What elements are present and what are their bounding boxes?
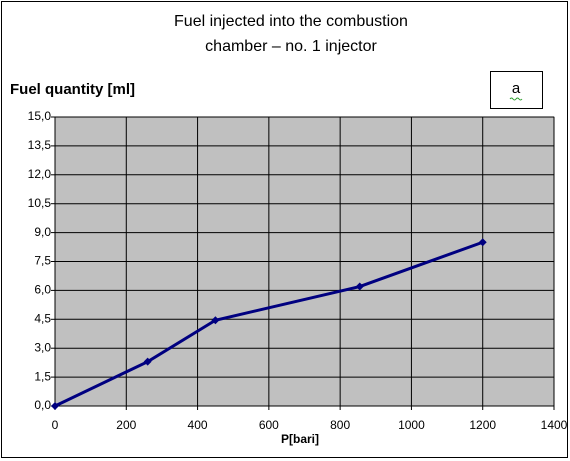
x-tick-label: 1000 [398, 418, 425, 432]
data-point [211, 316, 220, 325]
x-axis-title: P[bari] [281, 432, 319, 446]
spell-underline [509, 97, 523, 101]
y-tick-label: 7,5 [34, 254, 51, 268]
y-tick-label: 6,0 [34, 283, 51, 297]
annotation-box [490, 71, 543, 109]
y-tick-label: 10,5 [28, 196, 52, 210]
data-point [355, 282, 364, 291]
y-tick-label: 15,0 [28, 109, 52, 123]
x-tick-label: 200 [116, 418, 136, 432]
x-tick-label: 800 [330, 418, 350, 432]
y-tick-label: 12,0 [28, 167, 52, 181]
x-tick-label: 0 [52, 418, 59, 432]
y-tick-label: 0,0 [34, 398, 51, 412]
y-axis-title: Fuel quantity [ml] [10, 81, 135, 98]
y-tick-label: 9,0 [34, 225, 51, 239]
x-tick-label: 1200 [469, 418, 496, 432]
y-tick-label: 13,5 [28, 138, 52, 152]
data-point [478, 238, 487, 247]
annotation: a [512, 80, 521, 97]
x-tick-label: 600 [259, 418, 279, 432]
data-point [51, 402, 59, 410]
chart-title-line: Fuel injected into the combustion [174, 13, 408, 30]
y-tick-label: 4,5 [34, 311, 51, 325]
x-tick-label: 400 [188, 418, 208, 432]
y-tick-label: 1,5 [34, 369, 51, 383]
data-point [143, 357, 152, 366]
y-tick-label: 3,0 [34, 340, 51, 354]
chart-title-line: chamber – no. 1 injector [205, 38, 377, 55]
x-tick-label: 1400 [541, 418, 568, 432]
